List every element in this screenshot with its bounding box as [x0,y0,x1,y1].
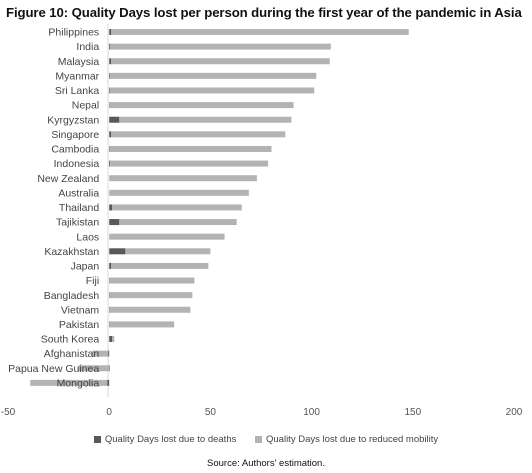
category-label: Philippines [48,27,99,39]
chart-title: Figure 10: Quality Days lost per person … [6,5,522,20]
x-axis-ticks: -50 0 50 100 150 200 [1,407,523,418]
category-label: Australia [58,187,99,199]
source-note: Source: Authors' estimation. [207,458,325,469]
bar-mobility [111,58,330,65]
bar-mobility [109,233,225,240]
bar-deaths [109,87,110,94]
bar-deaths [108,365,110,372]
x-tick-label: 200 [506,407,523,418]
legend-item-deaths: Quality Days lost due to deaths [93,434,237,445]
bar-mobility [110,160,269,167]
category-label: Japan [71,261,100,273]
x-tick-label: 0 [106,407,112,418]
bar-mobility [119,219,237,226]
bar-deaths [108,350,110,357]
bar-mobility [109,292,193,299]
bar-mobility [92,350,109,357]
legend: Quality Days lost due to deaths Quality … [0,434,532,445]
bar-mobility [112,336,115,343]
category-label: Kazakhstan [44,246,99,258]
bar-deaths [109,58,112,65]
legend-swatch-deaths [93,436,101,443]
category-label: South Korea [41,334,100,346]
bar-mobility [109,102,294,109]
category-label: Tajikistan [56,217,99,229]
bar-deaths [109,336,113,343]
x-tick-label: 50 [205,407,217,418]
category-label: Sri Lanka [55,85,100,97]
bar-deaths [109,219,120,226]
category-label: Bangladesh [44,290,100,302]
bar-mobility [109,72,317,79]
category-label: Kyrgyzstan [47,114,99,126]
bar-mobility [112,204,242,211]
legend-label-deaths: Quality Days lost due to deaths [104,434,237,445]
category-label: Myanmar [55,70,99,82]
legend-item-mobility: Quality Days lost due to reduced mobilit… [255,434,438,445]
x-tick-label: 100 [303,407,320,418]
category-label: Malaysia [58,56,100,68]
bar-mobility [109,145,272,152]
category-label: Fiji [86,275,99,287]
category-label: Nepal [72,100,99,112]
bar-deaths [109,204,113,211]
bars [30,29,409,386]
legend-swatch-mobility [255,436,262,443]
bar-deaths [109,262,112,269]
category-label: Papua New Guinea [8,363,99,375]
category-label: New Zealand [37,173,99,185]
x-tick-label: 150 [404,407,421,418]
bar-mobility [109,189,249,196]
bar-deaths [109,72,110,79]
bar-mobility [109,321,175,328]
bar-mobility [109,277,195,284]
category-label: Thailand [59,202,99,214]
bar-mobility [111,131,286,138]
category-label: Pakistan [59,319,99,331]
bar-deaths [109,116,120,123]
bar-deaths [109,43,111,50]
bar-mobility [109,306,191,313]
category-label: Indonesia [54,158,100,170]
bar-mobility [109,175,257,182]
category-label: Laos [76,231,99,243]
bar-deaths [107,379,110,386]
bar-deaths [109,131,112,138]
x-tick-label: -50 [1,407,16,418]
category-label: Mongolia [57,377,100,389]
bar-mobility [110,43,331,50]
bar-mobility [30,379,108,386]
category-label: India [76,41,99,53]
category-label: Afghanistan [44,348,100,360]
bar-mobility [119,116,292,123]
bar-mobility [109,87,315,94]
bar-mobility [111,29,409,35]
category-label: Vietnam [61,304,100,316]
bar-mobility [78,365,109,372]
bar-deaths [109,248,126,255]
bar-mobility [125,248,211,255]
category-labels: Philippines India Malaysia Myanmar Sri Lanka… [8,27,100,390]
bar-deaths [109,160,111,167]
bar-mobility [111,262,209,269]
bar-deaths [109,29,112,35]
legend-label-mobility: Quality Days lost due to reduced mobilit… [266,434,439,445]
category-label: Cambodia [51,144,99,156]
category-label: Singapore [51,129,99,141]
